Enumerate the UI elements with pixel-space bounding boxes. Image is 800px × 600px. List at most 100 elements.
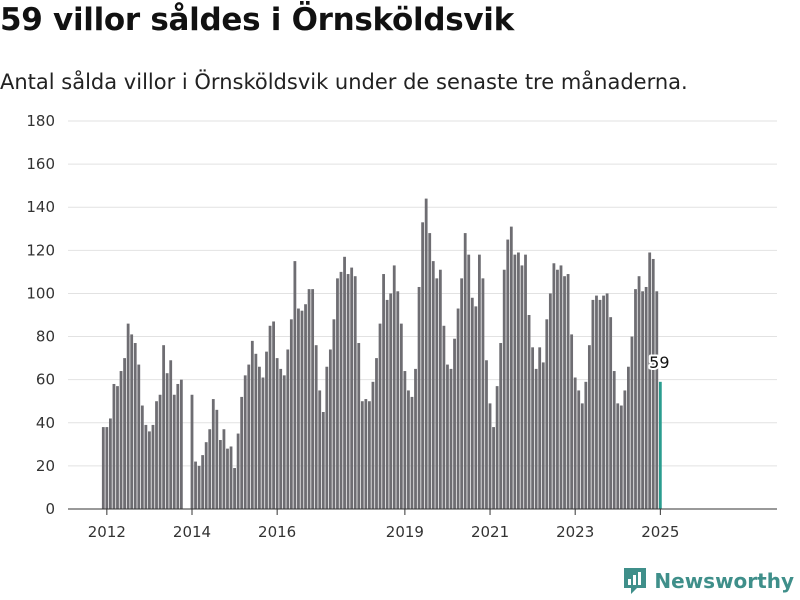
- bar: [179, 379, 183, 509]
- bar: [250, 340, 254, 509]
- bar: [598, 299, 602, 509]
- y-tick-label: 60: [36, 371, 55, 389]
- bar: [655, 291, 659, 509]
- bar: [414, 368, 417, 509]
- bar: [311, 289, 315, 509]
- bar: [233, 468, 236, 509]
- x-tick-label: 2012: [88, 523, 126, 541]
- bar: [158, 394, 162, 509]
- bar: [353, 276, 357, 509]
- bar: [577, 390, 581, 509]
- bar: [201, 455, 205, 509]
- bar: [339, 271, 343, 509]
- x-tick-label: 2023: [556, 523, 594, 541]
- bar: [360, 401, 364, 509]
- bar: [435, 278, 439, 509]
- bar: [630, 336, 634, 509]
- bar: [169, 360, 173, 509]
- bar: [247, 364, 251, 509]
- bar: [424, 198, 428, 509]
- bar: [208, 429, 212, 509]
- bar: [623, 390, 627, 509]
- bar: [254, 353, 258, 509]
- newsworthy-logo-icon: [624, 568, 647, 594]
- bar: [371, 381, 375, 509]
- bar: [517, 252, 520, 510]
- bar: [336, 278, 339, 509]
- bar: [410, 396, 414, 509]
- bar: [474, 306, 478, 509]
- y-tick-label: 80: [36, 328, 55, 346]
- bar: [162, 345, 166, 509]
- bar: [101, 427, 105, 509]
- bar: [545, 319, 549, 509]
- bar: [155, 401, 158, 509]
- bar: [570, 334, 574, 509]
- bar: [275, 358, 279, 509]
- bar: [197, 465, 201, 509]
- bar: [286, 349, 290, 509]
- bar: [538, 347, 542, 509]
- bar: [240, 396, 244, 509]
- bar: [226, 448, 229, 509]
- y-tick-label: 40: [36, 414, 55, 432]
- bar: [591, 299, 595, 509]
- bar: [641, 291, 644, 509]
- bar: [442, 325, 446, 509]
- bar: [282, 375, 286, 509]
- x-tick-label: 2025: [641, 523, 679, 541]
- bar: [378, 323, 382, 509]
- bar: [265, 351, 268, 509]
- latest-value-label: 59: [649, 353, 669, 372]
- y-tick-label: 0: [45, 500, 55, 518]
- bar: [364, 399, 368, 509]
- bar: [417, 286, 421, 509]
- bar: [534, 368, 538, 509]
- bar: [396, 291, 400, 509]
- x-axis: 2012 2014 2016 2019 2021 2023 2025: [88, 509, 679, 541]
- bar: [243, 375, 247, 509]
- bar: [548, 293, 552, 509]
- bar: [513, 254, 517, 509]
- y-tick-label: 160: [26, 155, 55, 173]
- bar: [463, 233, 467, 509]
- bar: [446, 364, 449, 509]
- bar: [485, 360, 488, 509]
- bar: [587, 345, 591, 509]
- bar: [492, 427, 495, 509]
- bar: [382, 274, 385, 509]
- y-axis: 0 20 40 60 80 100 120 140 160 180: [26, 112, 55, 518]
- bar: [116, 386, 119, 509]
- bar: [648, 252, 652, 510]
- bar: [123, 358, 126, 509]
- bar: [190, 394, 194, 509]
- bar: [357, 343, 361, 509]
- bar: [176, 383, 180, 509]
- bar: [148, 431, 151, 509]
- bar: [375, 358, 378, 509]
- bar: [346, 274, 350, 509]
- bar: [321, 412, 325, 509]
- bar: [456, 308, 460, 509]
- bar: [236, 433, 240, 509]
- chart-title: 59 villor såldes i Örnsköldsvik: [0, 2, 514, 38]
- bar: [612, 371, 616, 509]
- bar: [573, 377, 577, 509]
- bar: [531, 347, 535, 509]
- bar: [332, 319, 336, 509]
- bar: [328, 349, 332, 509]
- bar: [403, 371, 407, 509]
- x-tick-label: 2014: [173, 523, 211, 541]
- bar: [499, 343, 503, 509]
- bar: [637, 276, 641, 509]
- y-tick-label: 120: [26, 241, 55, 259]
- bar: [172, 394, 176, 509]
- bar-series: [101, 198, 662, 510]
- newsworthy-logo[interactable]: Newsworthy: [622, 566, 794, 596]
- bar: [325, 366, 329, 509]
- bar: [350, 267, 354, 509]
- bar: [602, 295, 605, 509]
- x-tick-label: 2019: [386, 523, 424, 541]
- bar: [385, 299, 389, 509]
